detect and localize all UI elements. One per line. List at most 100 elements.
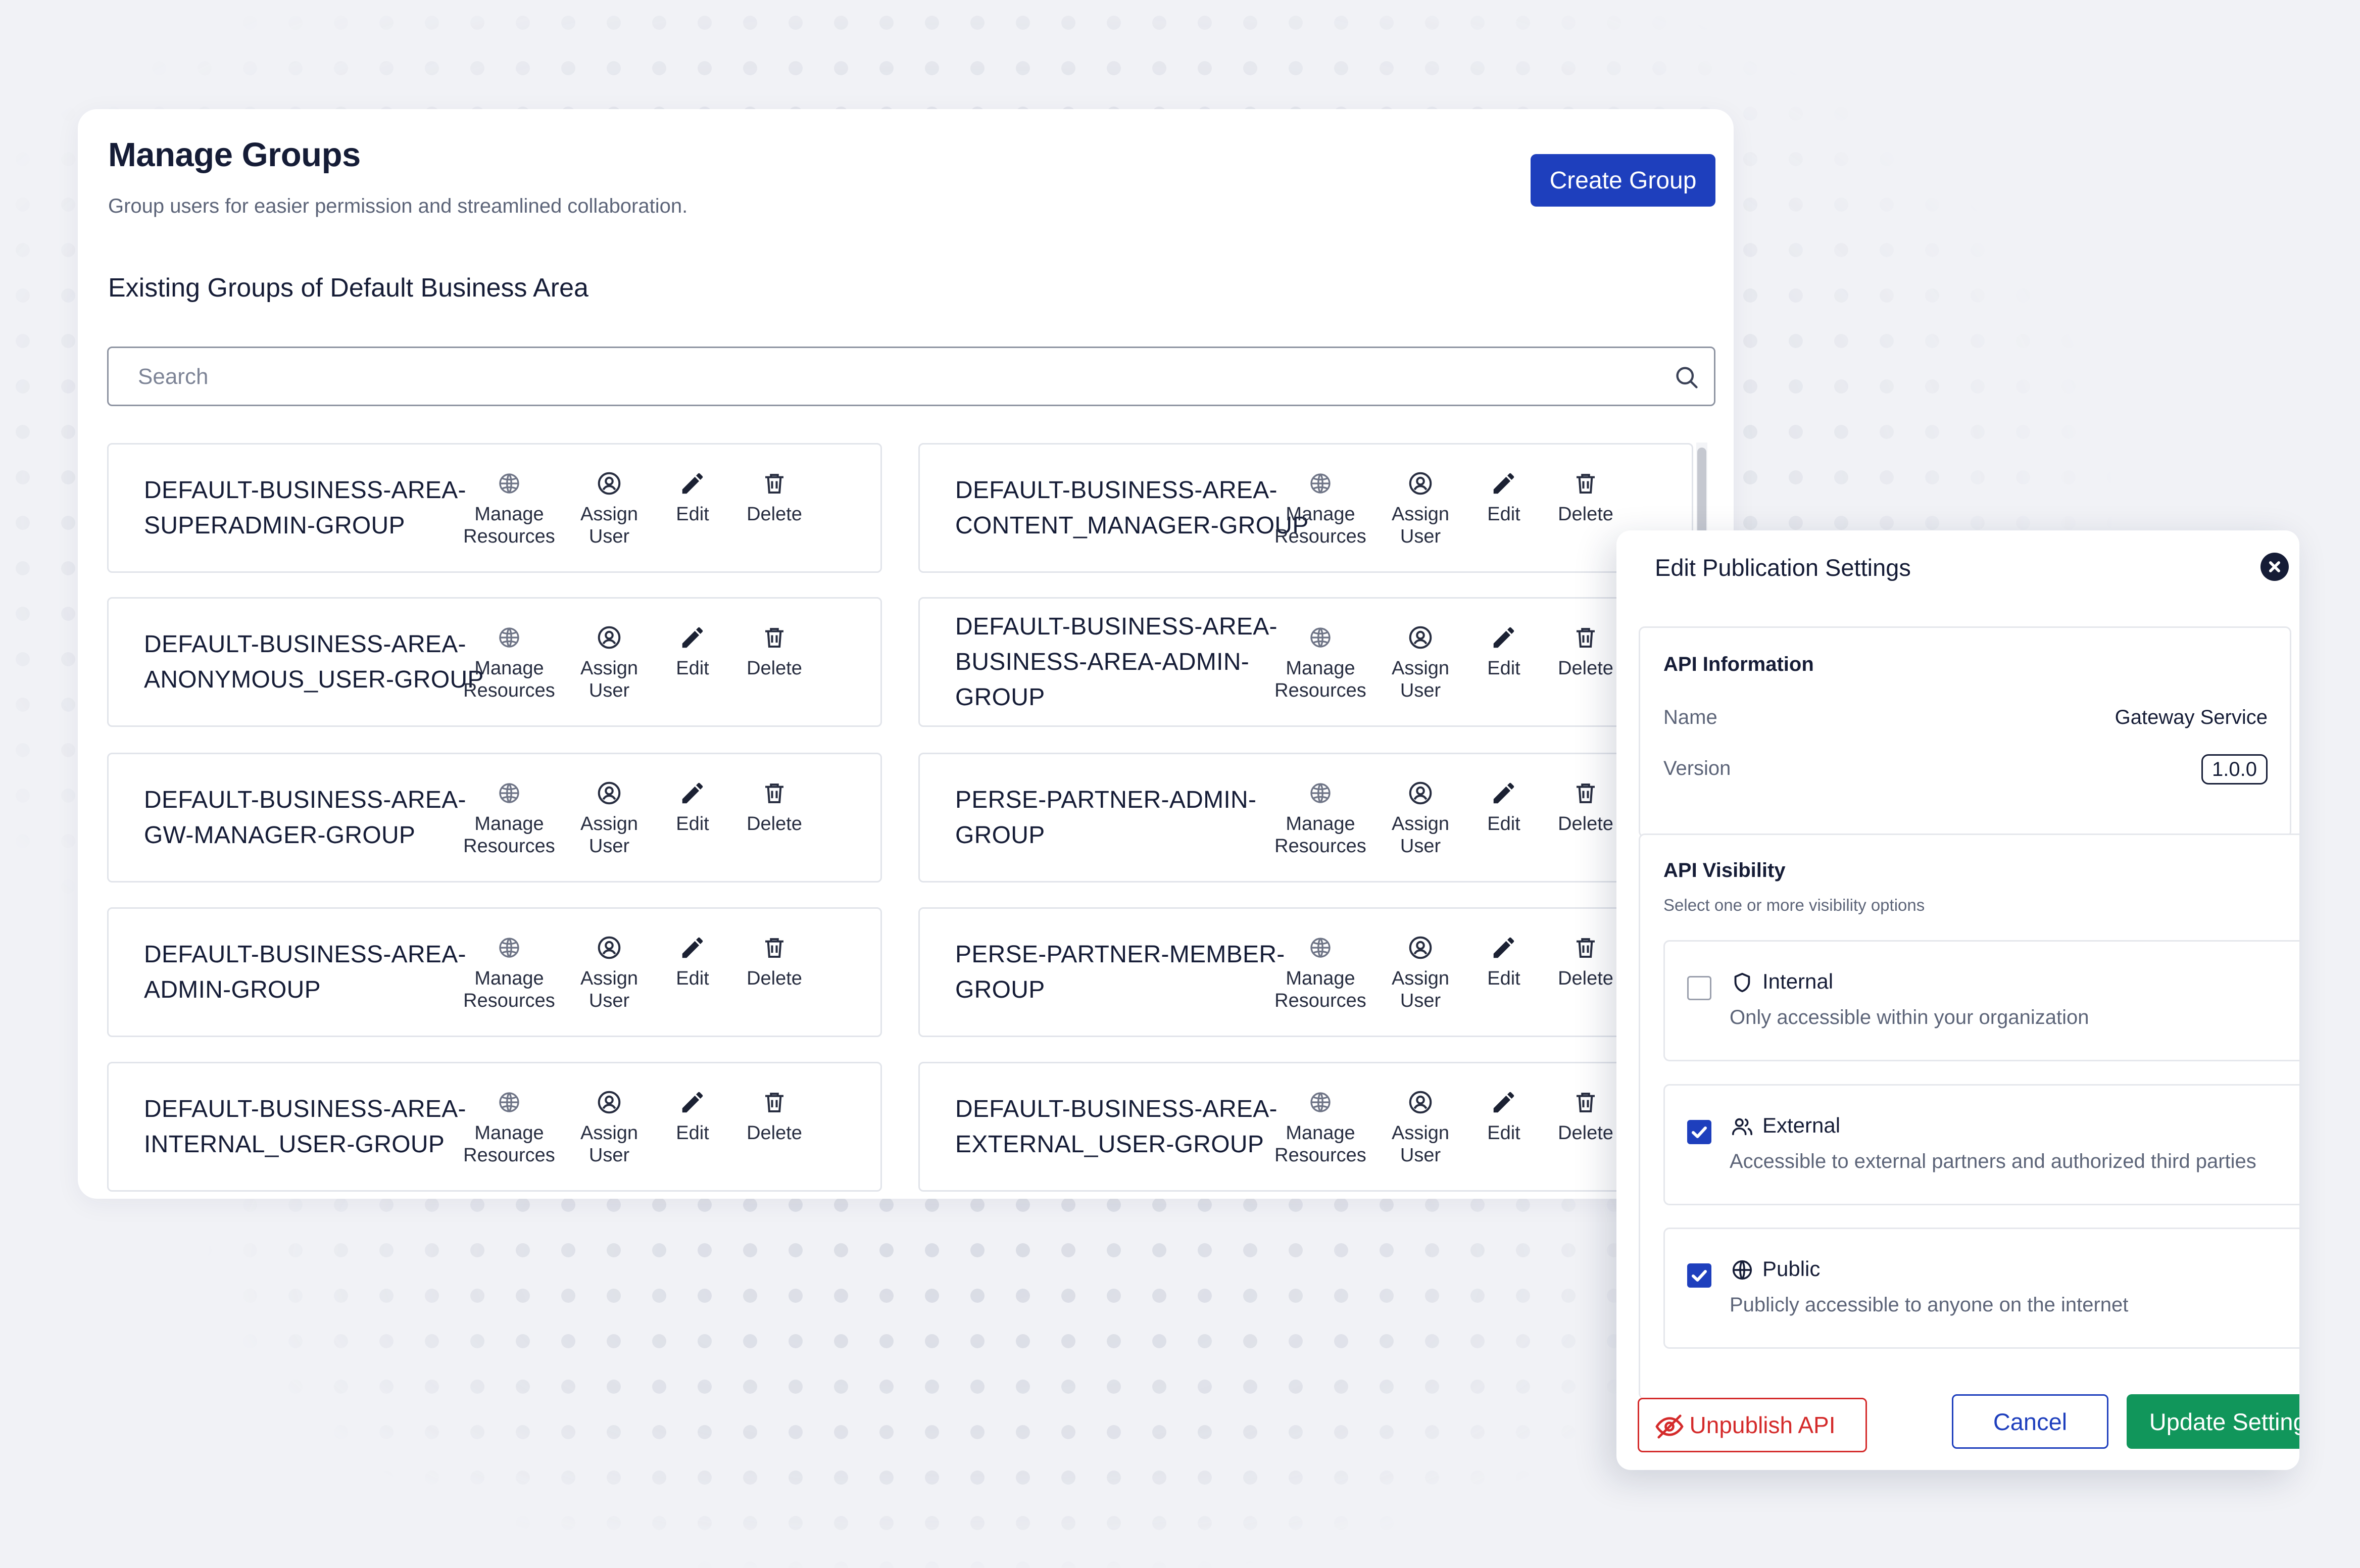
manage-resources-button[interactable]: Manage Resources <box>451 470 567 548</box>
checkmark-icon <box>1692 1126 1707 1138</box>
edit-button[interactable]: Edit <box>1446 470 1562 525</box>
action-label: Delete <box>747 658 802 679</box>
delete-button[interactable]: Delete <box>1528 470 1644 525</box>
option-description: Only accessible within your organization <box>1730 1006 2089 1028</box>
trash-icon <box>716 624 832 657</box>
action-label: Edit <box>1487 968 1520 989</box>
edit-button[interactable]: Edit <box>634 779 751 835</box>
delete-button[interactable]: Delete <box>716 934 832 990</box>
action-label: Assign User <box>580 968 638 1011</box>
group-name: DEFAULT-BUSINESS-AREA- SUPERADMIN-GROUP <box>144 476 466 539</box>
manage-resources-button[interactable]: Manage Resources <box>451 934 567 1012</box>
action-label: Assign User <box>580 504 638 547</box>
close-icon <box>2269 561 2280 572</box>
edit-button[interactable]: Edit <box>1446 934 1562 990</box>
delete-button[interactable]: Delete <box>1528 934 1644 990</box>
assign-user-icon <box>551 470 667 503</box>
action-label: Manage Resources <box>463 968 555 1011</box>
action-label: Manage Resources <box>463 658 555 701</box>
option-title: Public <box>1762 1257 1821 1281</box>
internal-checkbox[interactable] <box>1687 976 1711 1000</box>
checkmark-icon <box>1692 1270 1707 1282</box>
modal-title: Edit Publication Settings <box>1655 554 1911 581</box>
name-value: Gateway Service <box>2115 706 2268 728</box>
version-label: Version <box>1663 757 1731 779</box>
edit-button[interactable]: Edit <box>634 470 751 525</box>
unpublish-api-button[interactable]: Unpublish API <box>1638 1398 1867 1452</box>
assign-user-button[interactable]: Assign User <box>551 934 667 1012</box>
manage-resources-button[interactable]: Manage Resources <box>1262 779 1379 857</box>
visibility-option-external[interactable]: External Accessible to external partners… <box>1663 1084 2299 1205</box>
scrollbar-thumb[interactable] <box>1697 448 1706 544</box>
search-icon[interactable] <box>1674 364 1700 390</box>
assign-user-button[interactable]: Assign User <box>551 624 667 702</box>
cancel-button[interactable]: Cancel <box>1952 1394 2108 1449</box>
globe-icon <box>1732 1260 1752 1280</box>
update-settings-button[interactable]: Update Settings <box>2127 1394 2299 1449</box>
manage-resources-button[interactable]: Manage Resources <box>1262 470 1379 548</box>
assign-user-button[interactable]: Assign User <box>1362 470 1479 548</box>
edit-button[interactable]: Edit <box>634 934 751 990</box>
assign-user-button[interactable]: Assign User <box>551 470 667 548</box>
action-label: Delete <box>747 1122 802 1144</box>
action-label: Edit <box>676 504 709 525</box>
manage-resources-button[interactable]: Manage Resources <box>451 779 567 857</box>
delete-button[interactable]: Delete <box>716 470 832 525</box>
visibility-option-public[interactable]: Public Publicly accessible to anyone on … <box>1663 1228 2299 1349</box>
edit-button[interactable]: Edit <box>634 1089 751 1144</box>
action-label: Manage Resources <box>1274 968 1366 1011</box>
delete-button[interactable]: Delete <box>1528 624 1644 679</box>
option-description: Accessible to external partners and auth… <box>1730 1150 2256 1172</box>
trash-icon <box>1528 779 1644 813</box>
assign-user-icon <box>1362 1089 1479 1122</box>
edit-button[interactable]: Edit <box>1446 624 1562 679</box>
group-card: DEFAULT-BUSINESS-AREA- CONTENT_MANAGER-G… <box>918 443 1693 573</box>
action-label: Edit <box>1487 1122 1520 1144</box>
public-checkbox[interactable] <box>1687 1263 1711 1288</box>
edit-button[interactable]: Edit <box>634 624 751 679</box>
pencil-icon <box>1446 934 1562 967</box>
action-label: Edit <box>1487 658 1520 679</box>
manage-resources-button[interactable]: Manage Resources <box>451 624 567 702</box>
visibility-option-internal[interactable]: Internal Only accessible within your org… <box>1663 940 2299 1061</box>
group-card: DEFAULT-BUSINESS-AREA- SUPERADMIN-GROUP … <box>107 443 882 573</box>
assign-user-button[interactable]: Assign User <box>551 779 667 857</box>
close-button[interactable] <box>2260 553 2289 581</box>
trash-icon <box>716 934 832 967</box>
manage-resources-button[interactable]: Manage Resources <box>1262 624 1379 702</box>
edit-button[interactable]: Edit <box>1446 779 1562 835</box>
action-label: Manage Resources <box>463 504 555 547</box>
pencil-icon <box>1446 779 1562 813</box>
external-checkbox[interactable] <box>1687 1120 1711 1144</box>
page-title: Manage Groups <box>108 136 361 174</box>
trash-icon <box>1528 624 1644 657</box>
action-label: Assign User <box>580 658 638 701</box>
api-visibility-panel: API Visibility Select one or more visibi… <box>1639 834 2299 1399</box>
manage-resources-button[interactable]: Manage Resources <box>1262 1089 1379 1166</box>
option-title: Internal <box>1762 969 1834 993</box>
manage-resources-icon <box>451 934 567 967</box>
edit-button[interactable]: Edit <box>1446 1089 1562 1144</box>
manage-resources-button[interactable]: Manage Resources <box>451 1089 567 1166</box>
manage-resources-icon <box>1262 470 1379 503</box>
manage-resources-button[interactable]: Manage Resources <box>1262 934 1379 1012</box>
delete-button[interactable]: Delete <box>1528 779 1644 835</box>
create-group-button[interactable]: Create Group <box>1531 154 1715 207</box>
delete-button[interactable]: Delete <box>1528 1089 1644 1144</box>
assign-user-button[interactable]: Assign User <box>1362 779 1479 857</box>
delete-button[interactable]: Delete <box>716 779 832 835</box>
assign-user-button[interactable]: Assign User <box>1362 934 1479 1012</box>
search-input[interactable] <box>137 348 1604 406</box>
group-card: DEFAULT-BUSINESS-AREA- INTERNAL_USER-GRO… <box>107 1062 882 1192</box>
delete-button[interactable]: Delete <box>716 624 832 679</box>
group-card: DEFAULT-BUSINESS-AREA- ADMIN-GROUP Manag… <box>107 907 882 1037</box>
assign-user-button[interactable]: Assign User <box>1362 624 1479 702</box>
group-card: DEFAULT-BUSINESS-AREA- GW-MANAGER-GROUP … <box>107 753 882 883</box>
group-name: DEFAULT-BUSINESS-AREA- BUSINESS-AREA-ADM… <box>955 613 1277 711</box>
delete-button[interactable]: Delete <box>716 1089 832 1144</box>
assign-user-button[interactable]: Assign User <box>551 1089 667 1166</box>
assign-user-button[interactable]: Assign User <box>1362 1089 1479 1166</box>
action-label: Assign User <box>1391 1122 1450 1166</box>
api-visibility-heading: API Visibility <box>1663 859 1786 881</box>
action-label: Edit <box>676 658 709 679</box>
